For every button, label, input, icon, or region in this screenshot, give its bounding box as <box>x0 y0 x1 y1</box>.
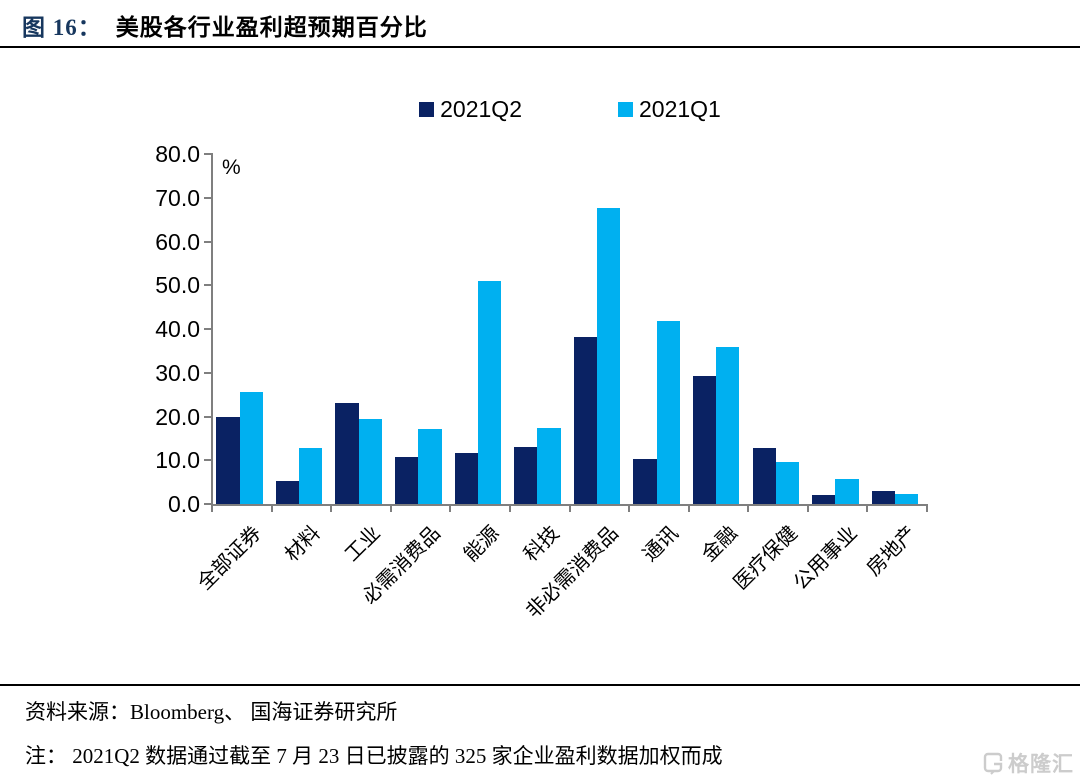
bar-chart: % 0.0 10.0 20.0 30.0 40.0 50.0 60.0 70.0 80.0 全部证… <box>0 140 1080 685</box>
plot-area <box>212 154 927 504</box>
x-axis-tick <box>330 504 333 512</box>
bar-2021Q2-工业 <box>335 403 359 504</box>
bar-2021Q1-必需消费品 <box>418 428 442 504</box>
x-axis-tick <box>687 504 690 512</box>
x-axis-category-label: 材料 <box>281 522 326 567</box>
y-axis-tick <box>204 196 212 199</box>
bar-2021Q2-金融 <box>692 375 717 504</box>
legend-swatch-2021q1 <box>618 102 633 117</box>
x-axis-tick <box>211 504 213 512</box>
bar-2021Q1-能源 <box>477 280 502 504</box>
bar-2021Q2-公用事业 <box>812 495 836 504</box>
y-axis-tick <box>204 284 212 287</box>
x-axis-category-label: 通讯 <box>638 522 683 567</box>
x-axis-category-label: 公用事业 <box>789 522 862 595</box>
glonghui-logo-icon <box>983 752 1003 775</box>
x-axis-tick <box>568 504 571 512</box>
x-axis-tick <box>866 504 869 512</box>
legend-label-2021q2: 2021Q2 <box>440 96 522 122</box>
title-divider <box>0 46 1080 48</box>
watermark-text: 格隆汇 <box>1008 753 1074 776</box>
y-axis-tick-label: 50.0 <box>155 272 200 299</box>
bar-2021Q2-必需消费品 <box>395 457 419 504</box>
x-axis-category-label: 医疗保健 <box>729 522 802 595</box>
y-axis-tick-label: 70.0 <box>155 184 200 211</box>
bar-2021Q2-非必需消费品 <box>573 337 598 504</box>
y-axis-tick-label: 40.0 <box>155 316 200 342</box>
bar-2021Q1-工业 <box>358 419 382 504</box>
x-axis-tick <box>389 504 392 512</box>
y-axis-tick <box>204 459 212 462</box>
figure-title-text: 美股各行业盈利超预期百分比 <box>115 15 428 40</box>
y-axis-tick-label: 0.0 <box>168 491 200 517</box>
x-axis-category-label: 金融 <box>698 522 743 567</box>
figure-number-label: 图 16： <box>22 15 102 40</box>
bar-2021Q1-科技 <box>537 428 561 504</box>
source-label: 资料来源： <box>25 700 130 724</box>
bar-2021Q2-能源 <box>454 453 478 504</box>
source-line: 资料来源：Bloomberg、 国海证券研究所 <box>25 696 397 726</box>
y-axis-tick <box>204 153 212 155</box>
y-axis-tick-label: 30.0 <box>155 359 200 386</box>
glonghui-watermark: 格隆汇 <box>981 748 1074 778</box>
legend-label-2021q1: 2021Q1 <box>639 96 721 122</box>
y-axis-tick <box>204 503 212 505</box>
bar-2021Q1-全部证券 <box>239 392 263 504</box>
bar-2021Q1-房地产 <box>894 493 919 504</box>
x-axis-tick <box>926 504 928 512</box>
bar-2021Q2-医疗保健 <box>752 447 776 504</box>
note-line: 注： 2021Q2 数据通过截至 7 月 23 日已披露的 325 家企业盈利数… <box>25 744 723 768</box>
y-axis-unit-label: % <box>222 156 241 179</box>
x-axis-tick <box>747 504 750 512</box>
x-axis-tick <box>508 504 511 512</box>
bar-2021Q2-房地产 <box>871 491 895 504</box>
x-axis-tick <box>628 504 631 512</box>
bar-2021Q1-金融 <box>716 346 740 504</box>
x-axis-tick <box>449 504 452 512</box>
x-axis-category-label: 能源 <box>460 522 504 567</box>
bar-2021Q1-非必需消费品 <box>597 207 621 504</box>
y-axis-tick-label: 60.0 <box>155 228 200 255</box>
bar-2021Q2-材料 <box>275 480 300 504</box>
x-axis-tick <box>806 504 809 512</box>
y-axis-line <box>211 153 213 505</box>
legend-swatch-2021q2 <box>419 102 435 117</box>
x-axis-category-label: 科技 <box>519 522 564 567</box>
y-axis-tick <box>204 240 212 243</box>
y-axis-tick <box>204 371 212 374</box>
figure-title: 图 16： 美股各行业盈利超预期百分比 <box>22 8 428 42</box>
x-axis-category-label: 工业 <box>340 522 385 567</box>
x-axis-category-label: 全部证券 <box>193 522 266 595</box>
bar-2021Q1-医疗保健 <box>775 461 799 504</box>
chart-legend: 2021Q2 2021Q1 <box>0 96 1080 123</box>
legend-item-2021q2: 2021Q2 <box>419 96 522 123</box>
x-axis-tick <box>270 504 273 512</box>
bar-2021Q2-科技 <box>514 446 538 504</box>
y-axis-tick <box>204 415 212 418</box>
legend-item-2021q1: 2021Q1 <box>618 96 721 123</box>
x-axis-category-label: 房地产 <box>863 522 922 581</box>
bar-2021Q1-通讯 <box>656 320 680 504</box>
source-text: Bloomberg、 国海证券研究所 <box>130 700 398 724</box>
y-axis-tick-label: 20.0 <box>155 403 200 430</box>
bar-2021Q1-公用事业 <box>835 479 859 504</box>
bar-2021Q2-全部证券 <box>216 417 240 504</box>
y-axis-tick-label: 10.0 <box>155 447 200 474</box>
footer-divider <box>0 684 1080 686</box>
y-axis-tick-label: 80.0 <box>155 141 200 167</box>
bar-2021Q2-通讯 <box>633 458 657 504</box>
y-axis-tick <box>204 328 212 330</box>
bar-2021Q1-材料 <box>299 448 323 504</box>
